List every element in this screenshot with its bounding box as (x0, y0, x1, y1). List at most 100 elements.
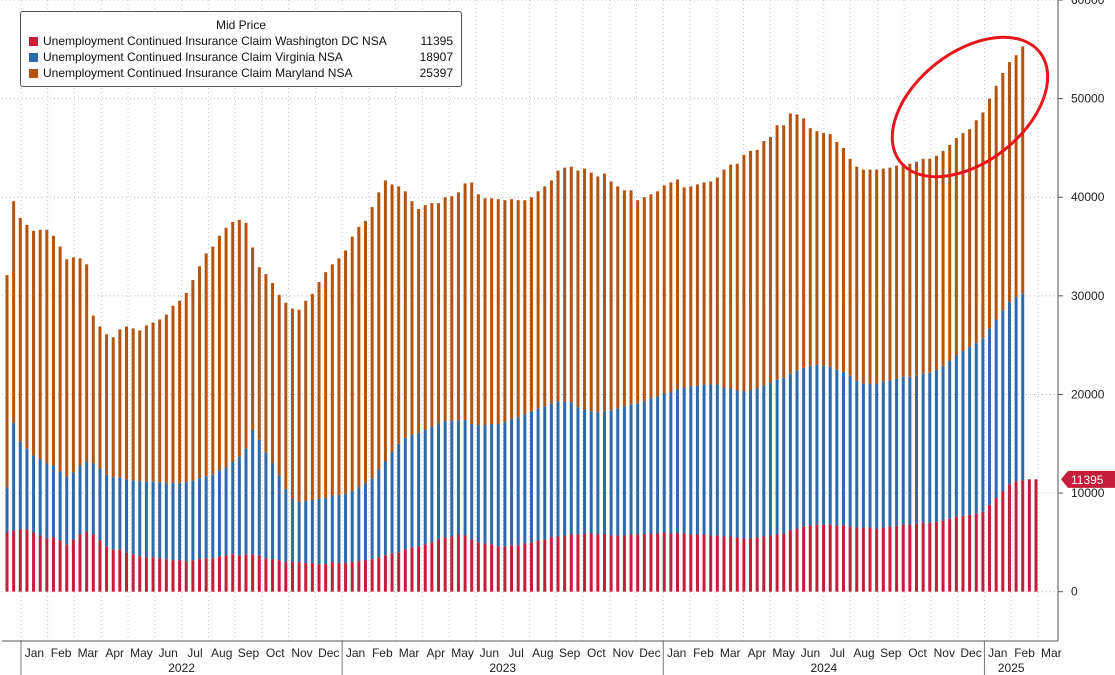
bar-dc (390, 553, 394, 592)
x-tick-label: Jan (988, 646, 1007, 660)
bar-virginia (596, 412, 600, 535)
bar-maryland (25, 224, 29, 449)
bar-virginia (1014, 296, 1018, 482)
bar-maryland (264, 274, 268, 453)
bar-dc (370, 559, 374, 592)
bar-maryland (184, 292, 188, 483)
bar-virginia (397, 443, 401, 553)
bar-maryland (802, 118, 806, 368)
legend-item-virginia[interactable]: Unemployment Continued Insurance Claim V… (21, 49, 461, 65)
bar-maryland (503, 200, 507, 423)
bar-maryland (988, 98, 992, 329)
bar-dc (437, 539, 441, 592)
bar-virginia (649, 398, 653, 534)
bar-virginia (5, 487, 9, 533)
bar-dc (131, 554, 135, 592)
bar-dc (443, 537, 447, 592)
bar-maryland (198, 266, 202, 479)
x-tick-label: Mar (720, 646, 741, 660)
x-tick-label: Nov (934, 646, 955, 660)
x-tick-label: Mar (399, 646, 420, 660)
y-tick-label: 20000 (1071, 387, 1105, 401)
bar-virginia (709, 384, 713, 536)
bar-maryland (151, 322, 155, 482)
bar-virginia (430, 427, 434, 543)
bar-virginia (164, 483, 168, 560)
x-tick-label: Jul (508, 646, 523, 660)
bar-dc (271, 559, 275, 592)
bar-dc (795, 528, 799, 592)
badge-shape (1061, 470, 1115, 488)
bar-virginia (974, 343, 978, 514)
bar-maryland (543, 186, 547, 407)
bar-maryland (981, 112, 985, 339)
bar-virginia (1021, 293, 1025, 481)
bar-maryland (496, 199, 500, 425)
bar-dc (742, 538, 746, 592)
bar-maryland (98, 326, 102, 469)
bar-dc (430, 542, 434, 592)
x-year-label: 2025 (998, 661, 1025, 675)
badge-label: 25397 (1071, 0, 1105, 3)
bar-virginia (616, 408, 620, 536)
y-tick-label: 30000 (1071, 289, 1105, 303)
bar-dc (237, 555, 241, 592)
bar-dc (231, 554, 235, 592)
x-tick-label: Oct (587, 646, 606, 660)
bar-maryland (689, 186, 693, 387)
legend-item-maryland[interactable]: Unemployment Continued Insurance Claim M… (21, 65, 461, 81)
bar-maryland (277, 294, 281, 476)
bar-dc (503, 546, 507, 592)
bar-maryland (204, 253, 208, 477)
bar-virginia (198, 478, 202, 560)
bar-maryland (38, 229, 42, 460)
bar-dc (397, 552, 401, 592)
bar-virginia (735, 390, 739, 538)
bar-maryland (715, 177, 719, 385)
bar-maryland (516, 200, 520, 418)
legend-value: 25397 (419, 66, 453, 80)
bar-maryland (217, 235, 221, 471)
bar-dc (78, 534, 82, 592)
bar-virginia (297, 501, 301, 563)
bar-virginia (988, 328, 992, 505)
bar-dc (1027, 479, 1031, 592)
bar-virginia (835, 369, 839, 526)
bar-dc (290, 562, 294, 592)
x-tick-label: Jun (801, 646, 820, 660)
bar-virginia (357, 487, 361, 562)
bar-maryland (915, 161, 918, 376)
legend-item-washington-dc[interactable]: Unemployment Continued Insurance Claim W… (21, 33, 461, 49)
bar-virginia (775, 379, 779, 535)
bar-virginia (105, 474, 109, 547)
bar-maryland (423, 205, 427, 430)
bar-maryland (795, 114, 799, 371)
bar-dc (722, 536, 726, 592)
bar-virginia (954, 355, 958, 517)
bar-virginia (91, 463, 95, 535)
bar-virginia (662, 393, 666, 533)
bar-dc (689, 534, 693, 592)
bar-virginia (543, 406, 547, 540)
bar-virginia (602, 411, 606, 535)
bar-virginia (901, 376, 905, 525)
bar-virginia (715, 384, 719, 536)
legend-swatch-maryland (29, 69, 38, 78)
bar-maryland (463, 183, 467, 421)
bar-dc (1014, 481, 1018, 592)
bar-maryland (71, 257, 75, 473)
bar-dc (948, 518, 952, 592)
bar-dc (138, 556, 142, 592)
bar-dc (729, 536, 733, 592)
bar-maryland (656, 191, 660, 397)
badge-label: 11395 (1071, 473, 1104, 487)
bar-virginia (855, 380, 859, 528)
bar-maryland (237, 219, 241, 457)
bar-maryland (337, 258, 341, 496)
bar-virginia (38, 459, 42, 536)
bar-dc (895, 525, 899, 592)
bar-virginia (483, 425, 487, 544)
bar-maryland (12, 201, 16, 424)
bar-dc (888, 526, 892, 592)
bar-maryland (304, 300, 308, 501)
